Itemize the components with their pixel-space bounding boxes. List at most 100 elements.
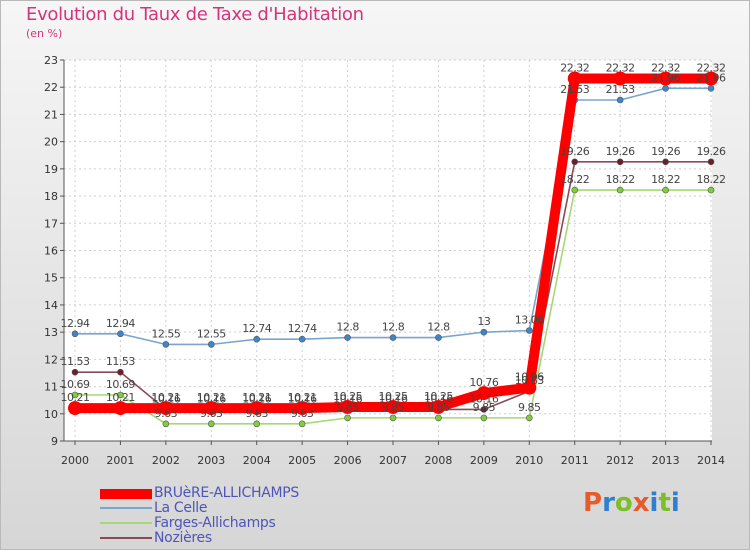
x-tick-label: 2001 [106,454,134,467]
legend-item-bruere[interactable]: BRUèRE-ALLICHAMPS [100,485,360,501]
data-label-farges-allichamps: 9.85 [427,401,450,414]
legend-label-la-celle: La Celle [154,500,208,516]
data-label-farges-allichamps: 9.85 [473,401,496,414]
data-point-farges-allichamps [707,186,715,194]
data-label-farges-allichamps: 9.63 [291,407,314,420]
data-label-bru-re-allichamps: 10.76 [469,376,498,389]
data-point-farges-allichamps [207,420,215,428]
data-point-bru-re-allichamps [476,386,491,401]
y-tick-label: 17 [44,217,58,230]
logo-letter: t [658,488,671,518]
x-tick-label: 2008 [424,454,452,467]
legend-swatch-farges [100,522,152,524]
data-label-bru-re-allichamps: 10.25 [333,390,362,403]
data-label-farges-allichamps: 9.85 [382,401,405,414]
data-label-bru-re-allichamps: 22.32 [651,62,680,75]
data-label-farges-allichamps: 18.22 [651,173,680,186]
logo-letter: r [602,488,615,518]
data-label-farges-allichamps: 9.85 [336,401,359,414]
data-point-la-celle [480,328,488,336]
data-label-nozi-res: 10.16 [288,392,317,405]
legend-swatch-bruere [100,489,152,499]
data-label-la-celle: 12.8 [427,321,450,334]
logo-letter: i [670,488,680,518]
y-tick-label: 14 [44,299,58,312]
y-tick-label: 10 [44,408,58,421]
logo-letter: o [614,488,633,518]
logo-letter: P [583,488,603,518]
data-point-bru-re-allichamps [386,399,401,414]
data-label-la-celle: 12.8 [382,321,405,334]
data-label-nozi-res: 19.26 [606,145,635,158]
data-point-bru-re-allichamps [295,401,310,416]
legend: BRUèRE-ALLICHAMPS La Celle Farges-Allich… [100,485,360,546]
data-label-bru-re-allichamps: 22.32 [697,62,726,75]
data-point-bru-re-allichamps [249,401,264,416]
y-tick-label: 23 [44,54,58,67]
legend-label-nozieres: Nozières [154,530,212,546]
data-label-bru-re-allichamps: 22.32 [560,62,589,75]
data-label-la-celle: 21.96 [651,71,680,84]
data-point-la-celle [298,335,306,343]
data-point-bru-re-allichamps [113,401,128,416]
data-point-farges-allichamps [344,414,351,422]
x-tick-label: 2013 [652,454,680,467]
data-point-nozi-res [616,158,624,166]
data-point-bru-re-allichamps [158,401,173,416]
data-label-la-celle: 21.96 [697,71,726,84]
data-label-la-celle: 12.94 [61,317,90,330]
x-tick-label: 2005 [288,454,316,467]
legend-item-nozieres[interactable]: Nozières [100,530,360,546]
y-tick-label: 11 [44,381,58,394]
legend-swatch-la-celle [100,507,152,509]
data-label-nozi-res: 10.16 [333,392,362,405]
grid [64,59,712,442]
data-point-bru-re-allichamps [68,401,82,416]
legend-item-la-celle[interactable]: La Celle [100,500,360,516]
data-label-bru-re-allichamps: 10.96 [515,371,544,384]
data-label-la-celle: 12.55 [197,327,226,340]
data-point-la-celle [389,334,397,341]
data-label-nozi-res: 11.53 [61,355,90,368]
data-point-farges-allichamps [616,186,624,194]
x-tick-label: 2010 [515,454,543,467]
proxiti-logo: Proxiti [583,488,680,518]
data-point-la-celle [662,85,669,92]
y-tick-label: 21 [44,108,58,121]
data-point-farges-allichamps [298,420,306,428]
data-label-nozi-res: 19.26 [651,145,680,158]
data-point-bru-re-allichamps [658,71,673,86]
data-label-farges-allichamps: 18.22 [697,173,726,186]
data-label-nozi-res: 10.16 [424,392,453,405]
data-label-bru-re-allichamps: 10.21 [288,391,317,404]
data-point-la-celle [525,327,533,334]
data-point-bru-re-allichamps [613,71,628,86]
data-label-bru-re-allichamps: 10.21 [242,391,271,404]
data-label-nozi-res: 11.53 [106,355,135,368]
data-point-nozi-res [480,406,488,413]
y-tick-label: 16 [44,245,58,258]
data-label-farges-allichamps: 9.63 [200,407,223,420]
data-label-la-celle: 21.53 [560,83,589,96]
data-label-la-celle: 12.74 [242,322,271,335]
data-point-la-celle [707,85,715,92]
data-label-bru-re-allichamps: 10.21 [106,391,135,404]
data-point-la-celle [253,335,261,343]
data-point-farges-allichamps [162,420,170,428]
data-label-la-celle: 12.94 [106,317,135,330]
data-point-bru-re-allichamps [704,71,719,86]
x-tick-label: 2009 [470,454,498,467]
legend-label-farges: Farges-Allichamps [154,515,276,531]
data-label-la-celle: 13 [477,315,490,328]
data-label-bru-re-allichamps: 10.21 [197,391,226,404]
point-labels: 10.21 10.21 10.21 10.21 10.21 10.21 10.25 10.25… [61,62,727,420]
data-point-nozi-res [662,158,669,166]
legend-item-farges[interactable]: Farges-Allichamps [100,515,360,531]
logo-letter: i [649,488,659,518]
data-point-bru-re-allichamps [567,71,582,86]
data-point-la-celle [435,334,442,341]
data-point-nozi-res [117,368,124,376]
y-unit-label: (en %) [26,27,63,40]
x-tick-label: 2011 [561,454,589,467]
y-tick-label: 15 [44,272,58,285]
